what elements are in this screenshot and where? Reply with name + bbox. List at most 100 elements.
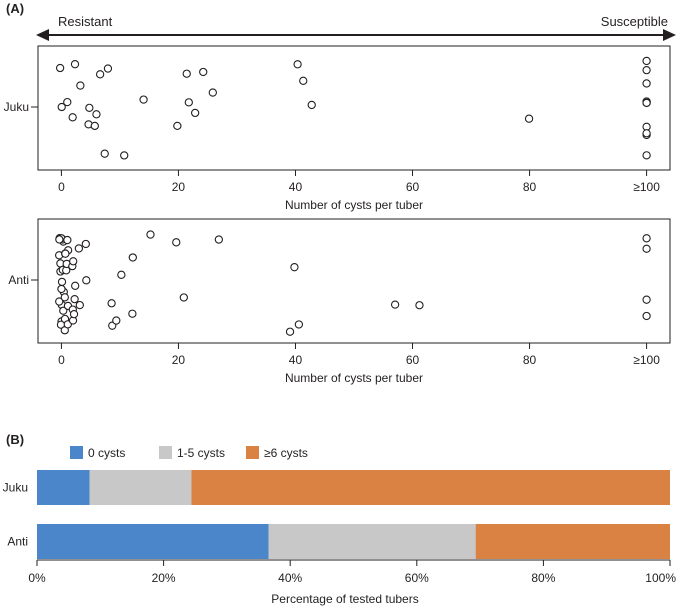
legend-label: ≥6 cysts: [264, 446, 308, 460]
juku-data-point: [307, 100, 316, 110]
anti-x-tick-label: 40: [289, 353, 303, 367]
juku-data-point: [199, 67, 208, 77]
anti-x-tick-label: 20: [172, 353, 186, 367]
bar-category-label: Juku: [3, 481, 28, 495]
anti-data-point: [74, 244, 84, 253]
anti-data-point: [214, 235, 224, 244]
stacked-bar-chart: 0 cysts 1-5 cysts ≥6 cysts Juku Anti 0% 20% 4…: [3, 446, 676, 606]
anti-data-point: [59, 306, 68, 315]
anti-data-point: [55, 235, 64, 244]
anti-data-point: [642, 234, 651, 243]
legend: 0 cysts 1-5 cysts ≥6 cysts: [70, 446, 308, 460]
juku-plot-frame: [37, 45, 671, 171]
juku-data-point: [182, 69, 191, 78]
juku-data-point: [92, 110, 101, 119]
juku-data-point: [173, 121, 182, 131]
juku-category-label: Juku: [4, 100, 29, 114]
bar-category-label: Anti: [7, 535, 28, 549]
juku-data-point: [63, 97, 72, 107]
anti-data-point: [112, 316, 121, 325]
juku-data-point: [208, 88, 217, 97]
juku-data-point: [90, 121, 99, 131]
anti-x-tick-label: 0: [58, 353, 65, 367]
anti-data-point: [75, 300, 84, 310]
juku-data-point: [184, 98, 193, 107]
panel-a-label: (A): [6, 1, 24, 16]
juku-data-point: [191, 108, 200, 118]
juku-x-tick-label: 0: [58, 180, 65, 194]
bar-segment: [37, 524, 269, 559]
juku-x-axis: 0 20 40 60 80 ≥100: [58, 170, 660, 194]
anti-data-point: [69, 257, 78, 266]
anti-scatter-chart: Anti 0 20 40 60 80 ≥100 Number of cysts per t…: [8, 218, 671, 385]
legend-swatch: [246, 446, 259, 459]
juku-data-point: [55, 63, 65, 73]
juku-data-point: [293, 60, 302, 69]
legend-swatch: [70, 446, 83, 459]
juku-data-point: [299, 76, 308, 85]
juku-x-tick-label: 60: [406, 180, 420, 194]
juku-data-point: [100, 149, 109, 158]
juku-data-point: [642, 79, 651, 88]
anti-data-point: [55, 297, 64, 306]
legend-swatch: [159, 446, 172, 459]
anti-data-point: [128, 309, 137, 318]
legend-label: 1-5 cysts: [177, 446, 225, 460]
juku-x-tick-label: 80: [523, 180, 537, 194]
juku-data-point: [70, 60, 80, 69]
juku-scatter-chart: Juku 0 20 40 60 80 ≥100 Number of cysts per t…: [4, 45, 671, 212]
arrow-right-label: Susceptible: [601, 14, 668, 29]
juku-data-point: [642, 151, 651, 160]
bar-x-tick-label: 80%: [531, 571, 555, 585]
anti-data-point: [107, 299, 116, 308]
bar-x-tick-label: 20%: [152, 571, 176, 585]
bar-x-tick-label: 0%: [28, 571, 46, 585]
juku-x-axis-title: Number of cysts per tuber: [285, 198, 423, 212]
juku-data-point: [642, 56, 651, 66]
anti-plot-frame: [37, 218, 671, 344]
bar-segment: [475, 524, 670, 559]
anti-category-label: Anti: [8, 273, 29, 287]
anti-x-tick-label: 80: [523, 353, 537, 367]
anti-data-point: [290, 263, 299, 272]
juku-data-point: [68, 113, 77, 122]
anti-data-point: [117, 270, 126, 279]
anti-points: [55, 230, 651, 336]
juku-data-point: [642, 65, 651, 75]
bar-segment: [268, 524, 476, 559]
bar-x-tick-label: 40%: [278, 571, 302, 585]
anti-data-point: [642, 244, 651, 253]
bar-x-tick-label: 60%: [405, 571, 429, 585]
juku-data-point: [642, 98, 651, 108]
anti-data-point: [57, 277, 67, 287]
panel-b-label: (B): [6, 432, 24, 447]
arrow-left-label: Resistant: [58, 14, 113, 29]
bar-segment: [37, 470, 90, 505]
anti-data-point: [179, 293, 188, 302]
bar-x-tick-label: 100%: [645, 571, 676, 585]
anti-x-axis: 0 20 40 60 80 ≥100: [58, 343, 660, 367]
juku-data-point: [139, 95, 148, 104]
juku-data-point: [524, 114, 534, 123]
resistance-arrow: [36, 29, 676, 41]
juku-data-point: [120, 151, 129, 160]
anti-data-point: [294, 320, 304, 329]
anti-data-point: [81, 239, 90, 249]
juku-data-point: [85, 103, 94, 112]
anti-data-point: [642, 295, 651, 304]
anti-data-point: [82, 276, 91, 285]
juku-data-point: [103, 64, 113, 73]
anti-data-point: [172, 238, 181, 247]
anti-data-point: [69, 309, 79, 319]
anti-data-point: [285, 327, 295, 336]
juku-x-tick-label: 40: [289, 180, 303, 194]
anti-data-point: [128, 253, 137, 262]
bar-segment: [89, 470, 192, 505]
bar-x-axis: 0% 20% 40% 60% 80% 100%: [28, 560, 676, 585]
anti-data-point: [57, 284, 66, 294]
anti-data-point: [71, 281, 80, 290]
bars: Juku Anti: [3, 470, 670, 559]
anti-x-tick-label: 60: [406, 353, 420, 367]
anti-x-axis-title: Number of cysts per tuber: [285, 371, 423, 385]
